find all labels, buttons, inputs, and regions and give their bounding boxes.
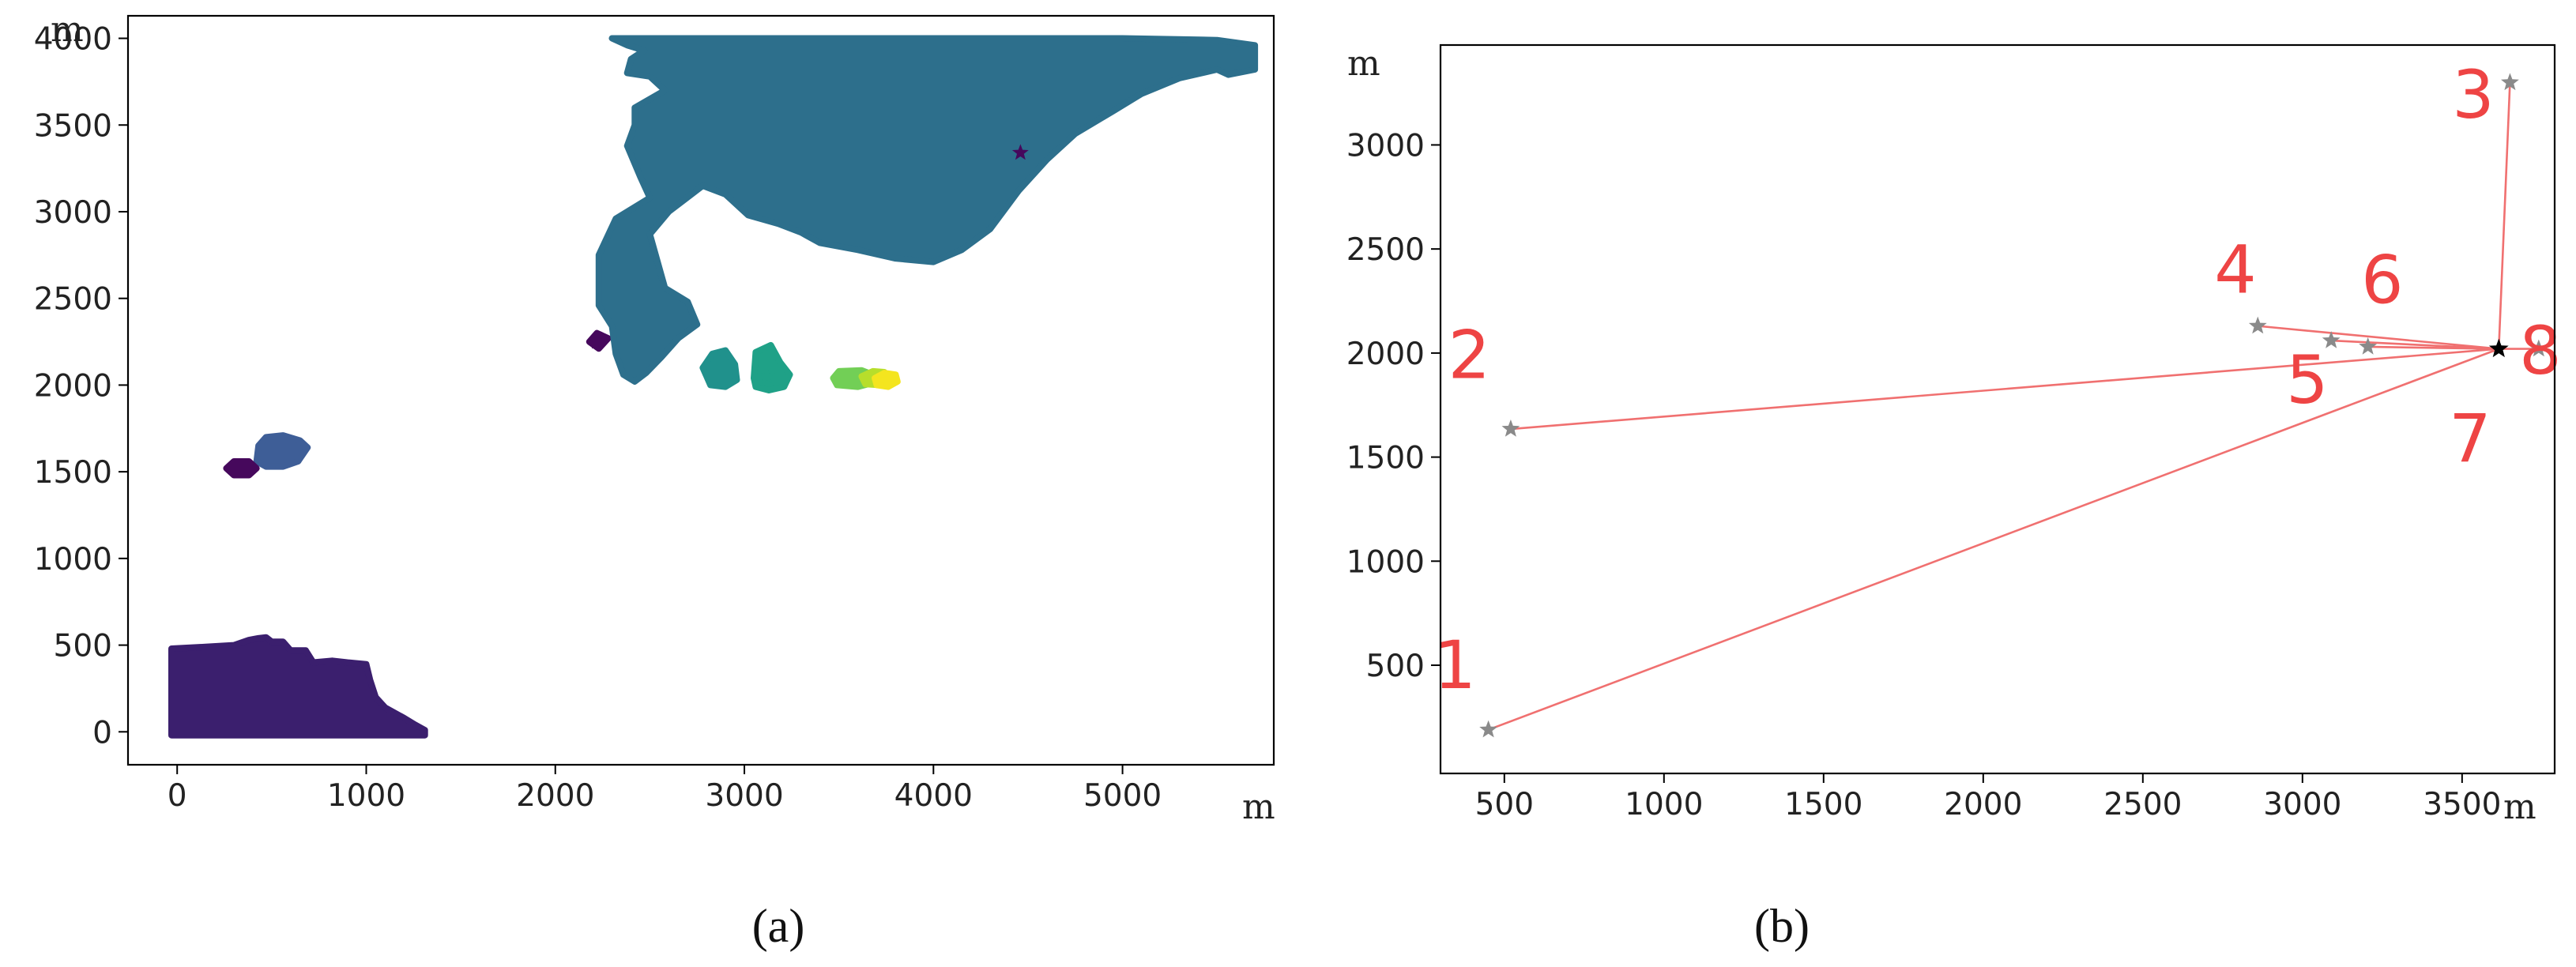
y-tick-label: 3000 <box>34 195 112 231</box>
y-tick-label: 2000 <box>1346 337 1425 372</box>
center-star-marker <box>2488 338 2509 358</box>
y-unit-label: m <box>1347 43 1380 84</box>
x-tick-label: 0 <box>168 778 187 814</box>
y-tick-label: 3000 <box>1346 128 1425 164</box>
x-tick-label: 3500 <box>2423 787 2501 822</box>
x-tick-label: 1000 <box>327 778 405 814</box>
point-star-marker <box>1501 420 1520 437</box>
plot-frame <box>126 14 1275 766</box>
cluster-region <box>168 634 428 739</box>
y-tick-label: 500 <box>54 629 112 664</box>
x-tick-label: 2000 <box>516 778 594 814</box>
x-unit-label: m <box>2503 787 2536 827</box>
x-unit-label: m <box>1242 787 1275 827</box>
point-label: 3 <box>2452 56 2494 134</box>
cluster-star-marker <box>759 367 776 384</box>
panel-caption: (a) <box>752 900 805 952</box>
y-tick-label: 1500 <box>1346 441 1425 476</box>
x-tick-label: 1000 <box>1625 787 1703 822</box>
panel-caption: (b) <box>1754 900 1810 952</box>
chart-panel-a: 0 1000 2000 3000 4000 5000 0 500 1000 1500 2000 250… <box>34 9 1275 952</box>
y-tick-label: 1000 <box>1346 544 1425 580</box>
point-star-marker <box>2529 339 2548 357</box>
connection-line <box>1488 348 2499 731</box>
cluster-star-marker <box>879 371 897 387</box>
x-tick-label: 1500 <box>1784 787 1862 822</box>
point-label: 5 <box>2286 341 2328 419</box>
point-star-marker <box>1479 720 1497 738</box>
connection-line <box>2367 345 2499 350</box>
x-tick-label: 4000 <box>894 778 973 814</box>
y-tick-label: 1500 <box>34 455 112 491</box>
point-label: 6 <box>2361 242 2403 319</box>
connection-line <box>2497 82 2511 349</box>
x-tick-label: 3000 <box>2263 787 2341 822</box>
cluster-star-marker <box>834 369 851 386</box>
y-tick-label: 0 <box>92 715 112 751</box>
plot-frame <box>1439 43 2556 775</box>
y-tick-label: 3500 <box>34 108 112 144</box>
cluster-star-marker <box>1011 144 1029 160</box>
y-tick-label: 2000 <box>34 368 112 404</box>
cluster-region <box>751 341 793 393</box>
cluster-region <box>595 35 1259 385</box>
cluster-star-marker <box>227 457 244 474</box>
x-tick-label: 500 <box>1475 787 1534 822</box>
y-tick-label: 2500 <box>34 282 112 318</box>
y-tick-label: 2500 <box>1346 232 1425 268</box>
point-star-marker <box>2322 331 2341 348</box>
x-tick-label: 2500 <box>2103 787 2182 822</box>
cluster-star-marker <box>588 333 605 349</box>
x-tick-label: 5000 <box>1083 778 1162 814</box>
y-unit-label: m <box>51 9 84 50</box>
y-tick-label: 1000 <box>34 542 112 578</box>
x-tick-label: 3000 <box>705 778 783 814</box>
point-star-marker <box>2501 73 2519 91</box>
connection-line <box>1510 348 2499 431</box>
y-tick-label: 500 <box>1366 649 1425 684</box>
cluster-region <box>699 347 740 390</box>
point-label: 2 <box>1448 316 1490 393</box>
y-tick-label: 4000 <box>34 22 112 58</box>
x-tick-label: 2000 <box>1944 787 2022 822</box>
point-label: 4 <box>2214 231 2256 308</box>
point-star-marker <box>2248 316 2267 334</box>
point-label: 7 <box>2449 400 2491 477</box>
point-star-marker <box>2359 337 2378 355</box>
cluster-region <box>253 432 311 470</box>
connection-line <box>2258 325 2499 350</box>
